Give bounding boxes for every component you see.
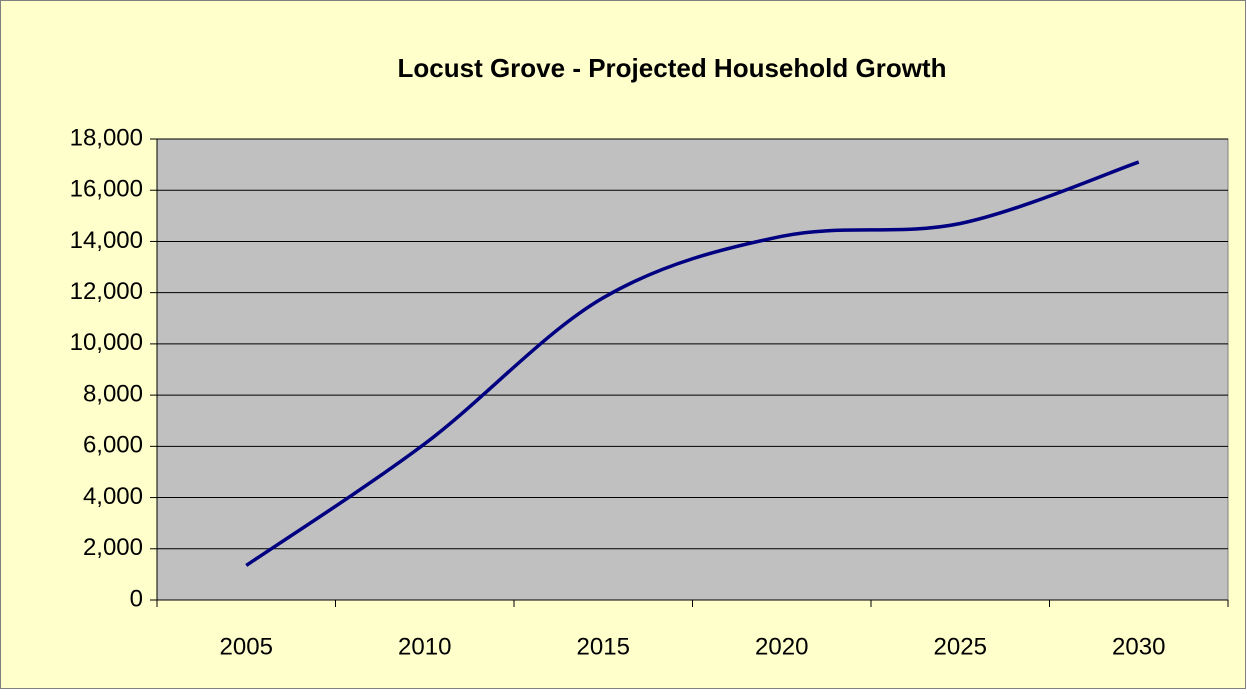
y-tick-label: 6,000 [83, 432, 143, 459]
x-tick-label: 2020 [755, 633, 808, 660]
x-tick-label: 2025 [934, 633, 987, 660]
y-tick-label: 18,000 [70, 124, 143, 151]
y-tick-label: 4,000 [83, 483, 143, 510]
y-tick-label: 10,000 [70, 329, 143, 356]
y-tick-label: 0 [130, 585, 143, 612]
chart-title: Locust Grove - Projected Household Growt… [398, 53, 947, 83]
x-tick-label: 2015 [577, 633, 630, 660]
y-tick-label: 8,000 [83, 380, 143, 407]
x-tick-label: 2030 [1112, 633, 1165, 660]
plot-area [156, 138, 1229, 601]
x-tick-label: 2005 [220, 633, 273, 660]
y-tick-label: 14,000 [70, 227, 143, 254]
x-tick-label: 2010 [398, 633, 451, 660]
y-tick-label: 2,000 [83, 534, 143, 561]
y-tick-label: 12,000 [70, 278, 143, 305]
line-series [245, 160, 1140, 567]
y-tick-label: 16,000 [70, 176, 143, 203]
